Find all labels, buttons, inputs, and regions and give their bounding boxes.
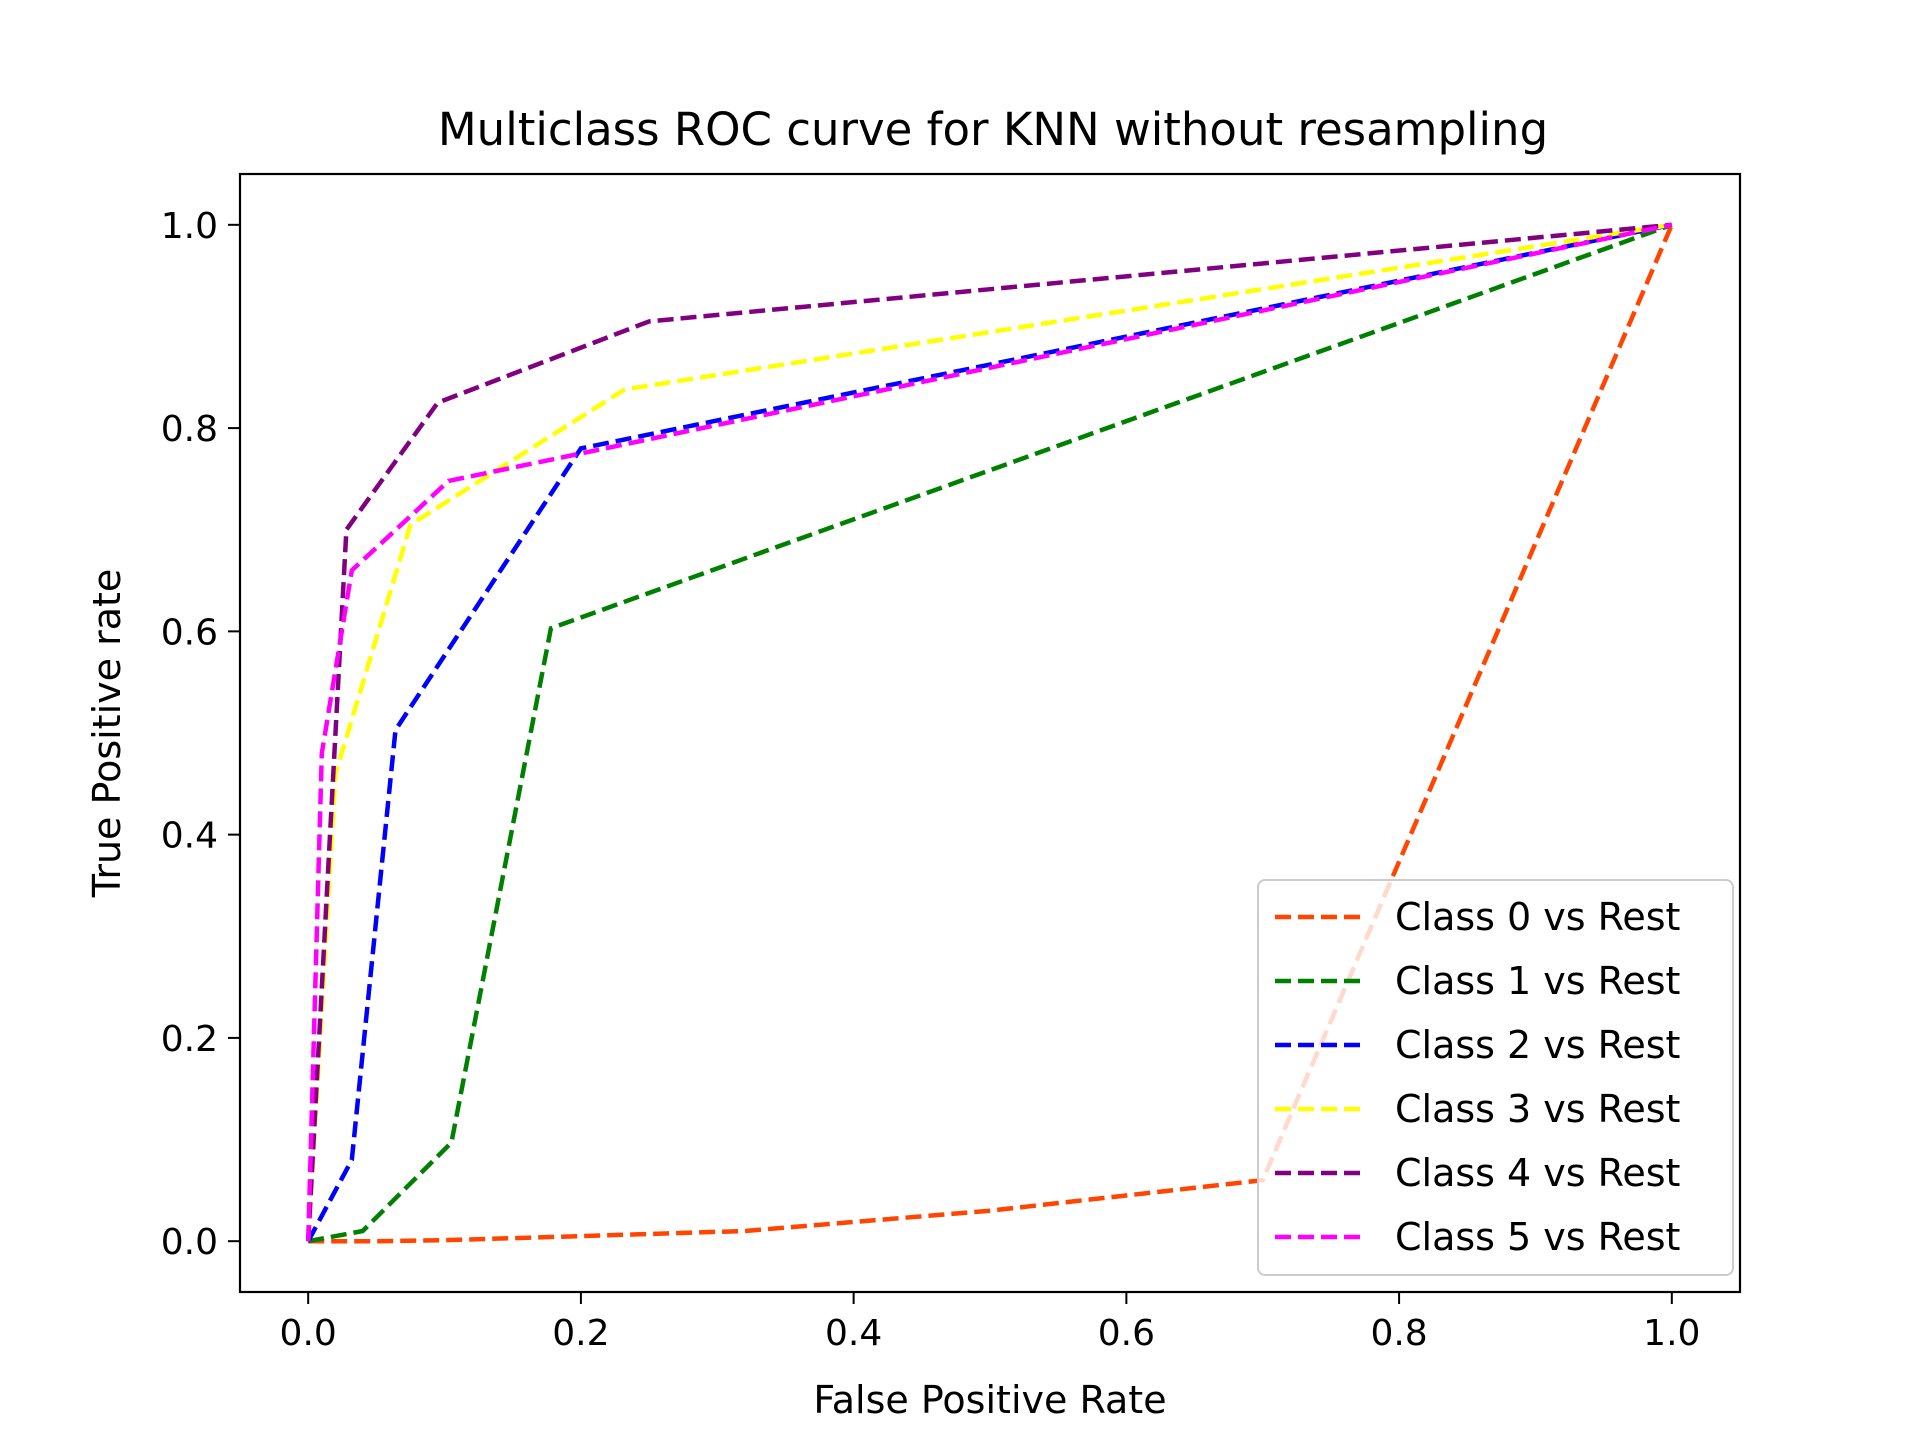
- x-tick-label: 0.0: [280, 1313, 337, 1354]
- legend-label-class-2: Class 2 vs Rest: [1395, 1023, 1680, 1067]
- y-tick-label: 0.6: [161, 612, 218, 653]
- y-tick-label: 0.0: [161, 1222, 218, 1263]
- x-axis-ticks: 0.0 0.2 0.4 0.6 0.8 1.0: [280, 1292, 1700, 1354]
- x-tick-label: 1.0: [1643, 1313, 1700, 1354]
- y-tick-label: 0.2: [161, 1019, 218, 1060]
- legend-label-class-0: Class 0 vs Rest: [1395, 895, 1680, 939]
- legend-label-class-5: Class 5 vs Rest: [1395, 1215, 1680, 1259]
- x-tick-label: 0.6: [1098, 1313, 1155, 1354]
- legend-box: [1257, 879, 1734, 1276]
- x-tick-label: 0.2: [552, 1313, 609, 1354]
- y-tick-label: 0.8: [161, 409, 218, 450]
- legend-label-class-3: Class 3 vs Rest: [1395, 1087, 1680, 1131]
- x-axis-label: False Positive Rate: [813, 1378, 1166, 1422]
- y-tick-label: 0.4: [161, 816, 218, 857]
- plot-area: [305, 222, 1674, 1244]
- series-line-class-4: [305, 222, 1673, 1242]
- legend-label-class-1: Class 1 vs Rest: [1395, 959, 1680, 1003]
- y-axis-label: True Positive rate: [85, 569, 129, 899]
- y-tick-label: 1.0: [161, 206, 218, 247]
- series-line-class-2: [306, 222, 1673, 1243]
- series-line-class-0: [308, 223, 1674, 1244]
- series-layer: [305, 222, 1674, 1244]
- y-axis-ticks: 0.0 0.2 0.4 0.6 0.8 1.0: [161, 206, 240, 1263]
- series-line-class-5: [305, 222, 1673, 1242]
- plot-frame: [238, 172, 1742, 1294]
- x-tick-label: 0.8: [1370, 1313, 1427, 1354]
- chart-title: Multiclass ROC curve for KNN without res…: [438, 103, 1548, 156]
- legend: Class 0 vs Rest Class 1 vs Rest Class 2 vs…: [1257, 879, 1734, 1276]
- legend-label-class-4: Class 4 vs Rest: [1395, 1151, 1680, 1195]
- x-tick-label: 0.4: [825, 1313, 882, 1354]
- series-line-class-1: [307, 222, 1673, 1244]
